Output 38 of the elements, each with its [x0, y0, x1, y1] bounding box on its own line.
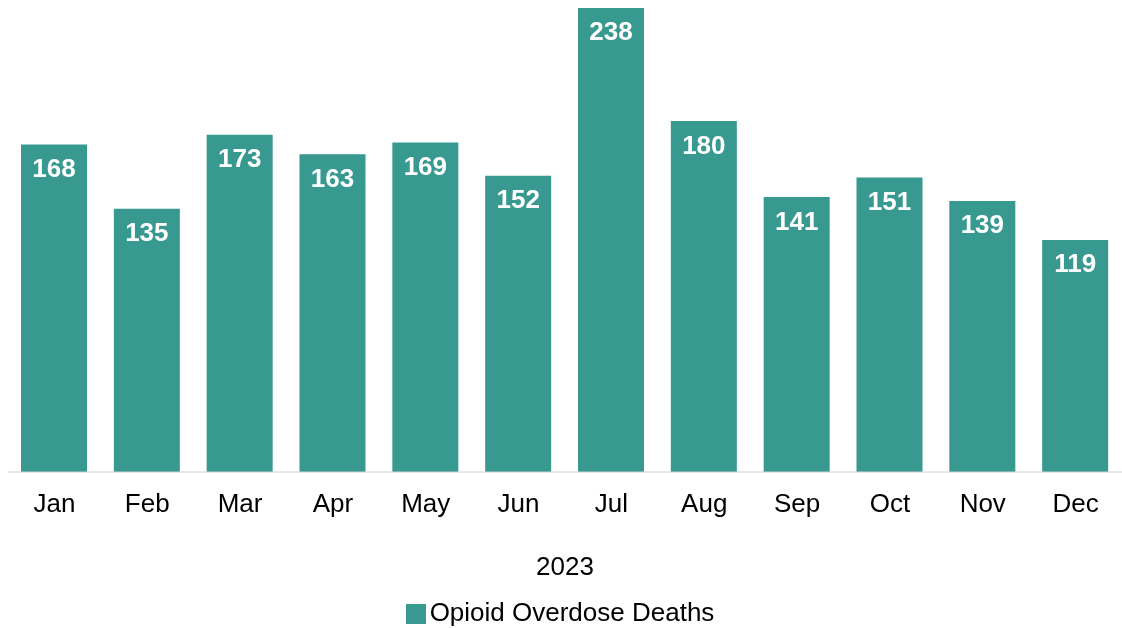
bar	[21, 144, 87, 472]
x-tick-label: Apr	[312, 488, 354, 519]
data-label: 180	[682, 129, 726, 160]
bar	[670, 121, 737, 472]
data-label: 163	[310, 162, 355, 193]
x-tick-label: Jun	[497, 488, 540, 519]
x-tick-label: Sep	[773, 488, 821, 519]
data-label: 139	[960, 209, 1005, 240]
data-label: 152	[496, 184, 540, 215]
data-label: 119	[1054, 248, 1097, 279]
data-label: 173	[217, 143, 262, 174]
bar	[299, 154, 366, 472]
x-tick-label: Oct	[869, 488, 911, 519]
x-axis-title: 2023	[536, 551, 594, 581]
bar	[113, 208, 180, 472]
data-label: 238	[589, 16, 633, 47]
data-label: 141	[774, 205, 819, 236]
bar	[949, 201, 1016, 472]
data-label: 135	[125, 217, 169, 248]
legend-label: Opioid Overdose Deaths	[429, 597, 715, 627]
x-tick-label: Aug	[681, 488, 728, 519]
data-label: 168	[32, 152, 76, 183]
bar	[763, 197, 830, 472]
x-tick-label: Mar	[217, 488, 263, 519]
data-label: 169	[403, 150, 448, 181]
x-tick-label: Nov	[959, 488, 1006, 519]
data-label: 151	[867, 186, 912, 217]
x-tick-label: Jan	[33, 488, 76, 519]
x-tick-label: Feb	[124, 488, 170, 519]
bar	[856, 177, 923, 472]
x-tick-label: May	[401, 488, 451, 519]
bar	[485, 175, 552, 472]
bar	[392, 142, 459, 472]
bar	[1042, 240, 1109, 472]
bar	[578, 8, 644, 472]
x-tick-label: Jul	[594, 488, 629, 519]
x-tick-label: Dec	[1052, 488, 1099, 519]
bar	[206, 134, 273, 472]
